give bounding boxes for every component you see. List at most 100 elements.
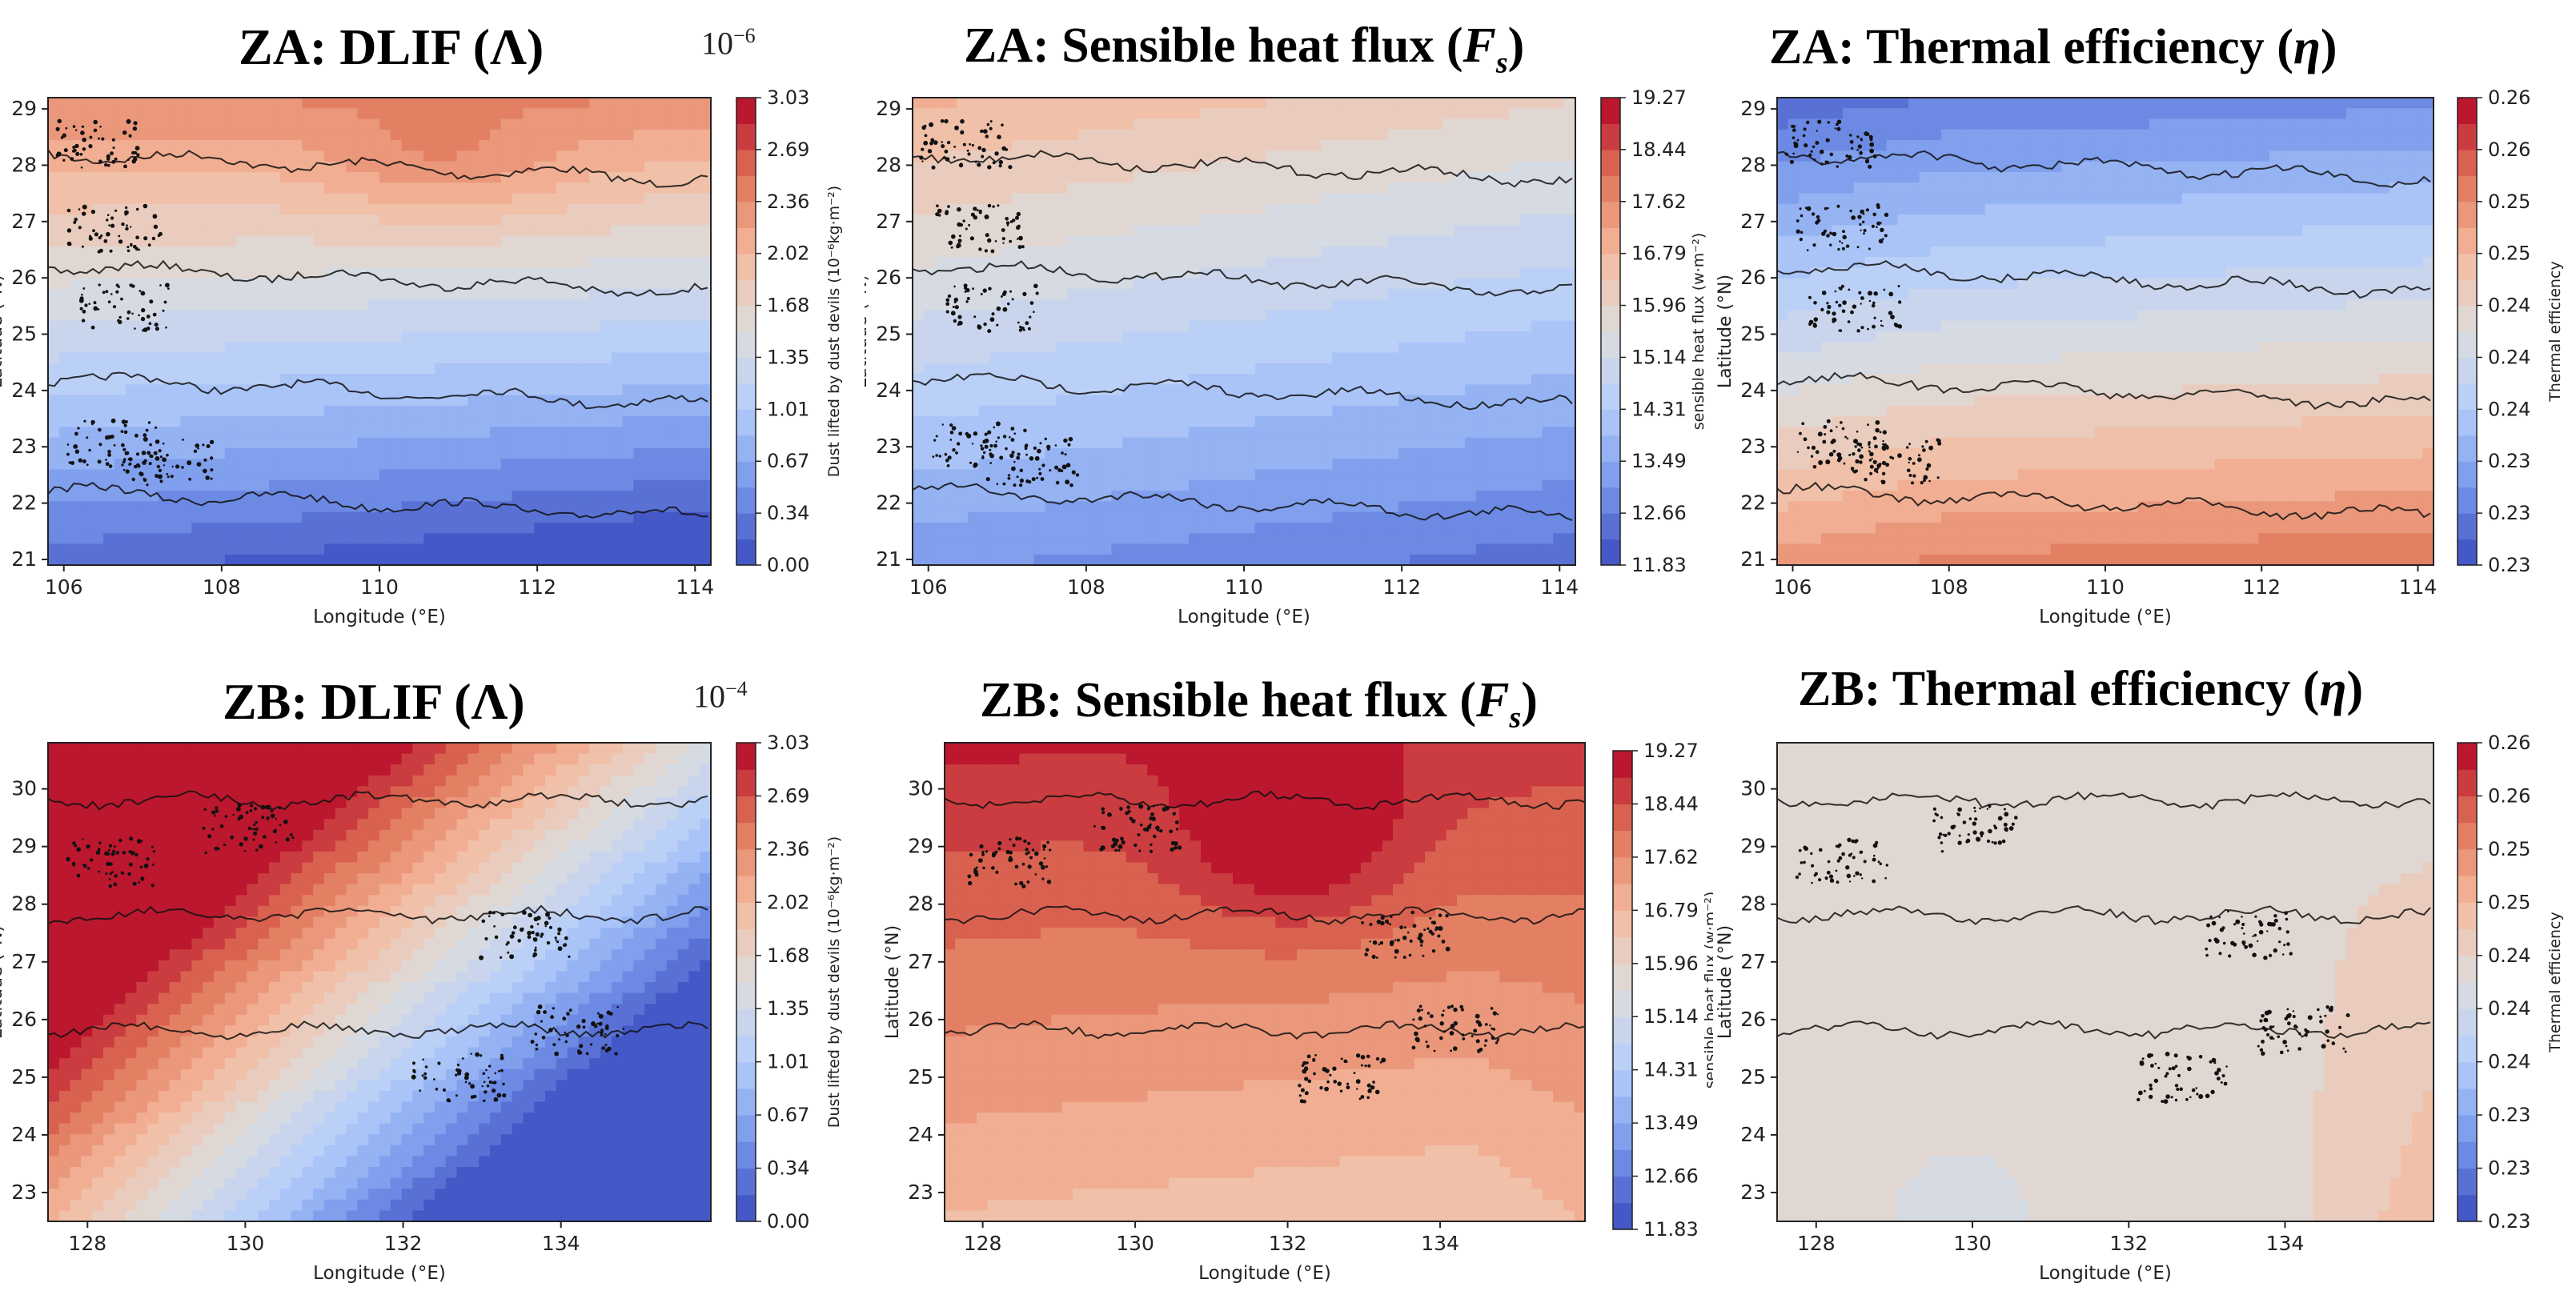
heat-cell [945,182,957,194]
heat-cell [1089,299,1101,311]
heat-cell [957,501,969,513]
heat-cell [1144,479,1157,491]
heat-cell [346,331,358,343]
heat-cell [335,479,347,491]
heat-cell [1045,225,1057,237]
heat-cell [1376,118,1388,130]
heat-cell [48,395,60,407]
heat-cell [324,395,336,407]
heat-cell [1134,98,1146,109]
heat-cell [1012,342,1024,354]
heat-cell [1354,437,1366,449]
heat-cell [534,416,546,428]
heat-cell [578,214,590,226]
heat-cell [523,522,535,534]
heat-cell [490,320,502,332]
heat-cell [578,342,590,354]
heat-cell [180,150,192,162]
heat-cell [479,459,491,471]
heat-cell [1045,416,1057,428]
heat-cell [1056,98,1068,109]
heat-cell [644,257,656,268]
heat-cell [556,459,568,471]
heat-cell [335,278,347,290]
heat-cell [479,522,491,534]
heat-cell [313,501,325,513]
title-zb-fs: ZB: Sensible heat flux (Fs) [980,673,1538,735]
heat-cell [147,352,159,364]
heat-cell [467,448,479,459]
colorbar-band [736,331,756,359]
heat-cell [1122,352,1134,364]
heat-cell [600,469,612,481]
heat-cell [92,384,104,396]
heat-cell [578,320,590,332]
heat-cell [677,108,689,120]
heat-cell [70,395,82,407]
heat-cell [456,235,468,247]
heat-cell [235,171,247,183]
heat-cell [368,246,380,258]
heat-cell [1012,427,1024,439]
heat-cell [1178,405,1190,417]
heat-cell [1078,257,1090,268]
heat-cell [224,352,237,364]
heat-cell [1045,299,1057,311]
heat-cell [1354,533,1366,545]
heat-cell [1299,235,1311,247]
heat-cell [114,320,126,332]
heat-cell [1387,405,1399,417]
heat-cell [357,235,369,247]
heat-cell [467,405,479,417]
heat-cell [1033,501,1046,513]
heat-cell [1398,150,1410,162]
heat-cell [258,257,270,268]
heat-cell [435,427,447,439]
heat-cell [968,543,980,555]
heat-cell [968,225,980,237]
heat-cell [1365,278,1378,290]
heat-cell [1365,469,1378,481]
heat-cell [945,342,957,354]
heat-cell [235,554,247,566]
heat-cell [479,235,491,247]
heat-cell [913,310,925,322]
heat-cell [1233,427,1245,439]
heat-cell [1299,118,1311,130]
heat-cell [1210,479,1222,491]
colorbar-band [736,357,756,384]
heat-cell [1100,363,1112,375]
heat-cell [512,140,524,151]
heat-cell [1078,501,1090,513]
x-tick-label: 112 [518,575,556,599]
heat-cell [567,225,579,237]
terrain-dot [112,146,115,150]
heat-cell [677,278,689,290]
heat-cell [224,278,237,290]
heat-cell [81,437,93,449]
heat-cell [913,405,925,417]
heat-cell [1155,203,1167,215]
heat-cell [125,352,137,364]
heat-cell [1321,459,1333,471]
terrain-dot [82,309,86,314]
heat-cell [247,384,259,396]
heat-cell [1376,171,1388,183]
heat-cell [1210,257,1222,268]
heat-cell [114,225,126,237]
heat-cell [700,363,712,375]
heat-cell [633,384,645,396]
heat-cell [269,491,281,502]
heat-cell [1254,363,1267,375]
heat-cell [1299,161,1311,173]
heat-cell [1354,171,1366,183]
heat-cell [390,299,403,311]
heat-cell [147,108,159,120]
heat-cell [1166,118,1178,130]
heat-cell [1266,427,1278,439]
heat-cell [1398,203,1410,215]
heat-cell [1111,427,1123,439]
heat-cell [401,384,413,396]
heat-cell [945,416,957,428]
heat-cell [556,118,568,130]
